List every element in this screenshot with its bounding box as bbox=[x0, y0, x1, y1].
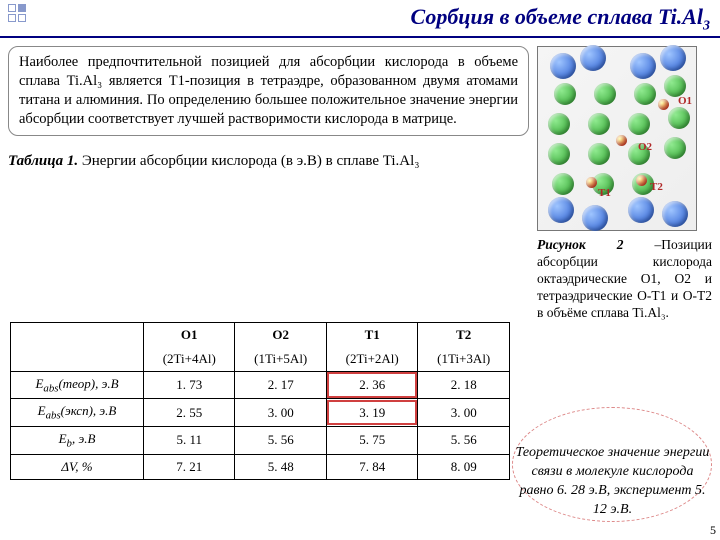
paragraph-box: Наиболее предпочтительной позицией для а… bbox=[8, 46, 529, 135]
header-decoration bbox=[8, 4, 26, 22]
table-caption: Таблица 1. Энергии абсорбции кислорода (… bbox=[8, 152, 529, 172]
main-content: Наиболее предпочтительной позицией для а… bbox=[0, 38, 720, 321]
header: Сорбция в объеме сплава Ti.Al3 bbox=[0, 0, 720, 38]
energy-table: O1O2T1T2(2Ti+4Al)(1Ti+5Al)(2Ti+2Al)(1Ti+… bbox=[10, 322, 510, 480]
label-o1: O1 bbox=[678, 95, 692, 107]
label-t1: T1 bbox=[598, 187, 611, 199]
side-note: Теоретическое значение энергии связи в м… bbox=[515, 444, 710, 520]
crystal-structure: O1 O2 T1 T2 bbox=[537, 46, 697, 231]
page-title: Сорбция в объеме сплава Ti.Al3 bbox=[30, 4, 710, 34]
label-t2: T2 bbox=[650, 181, 663, 193]
figure: O1 O2 T1 T2 Рисунок 2 –Позиции абсорбции… bbox=[537, 46, 712, 321]
figure-caption: Рисунок 2 –Позиции абсорбции кислорода о… bbox=[537, 237, 712, 321]
label-o2: O2 bbox=[638, 141, 652, 153]
page-number: 5 bbox=[710, 523, 716, 538]
